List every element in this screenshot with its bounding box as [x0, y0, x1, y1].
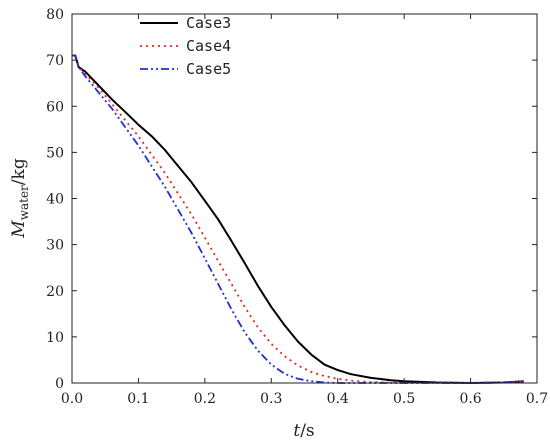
legend-entry-case4: Case4 — [140, 37, 231, 55]
x-tick-label: 0.5 — [393, 391, 415, 407]
x-tick-label: 0.4 — [327, 391, 349, 407]
legend-entry-case5: Case5 — [140, 60, 231, 78]
series-line-case4 — [72, 54, 524, 384]
y-tick-label: 70 — [46, 53, 64, 69]
x-tick-label: 0.7 — [526, 391, 548, 407]
x-tick-label: 0.2 — [194, 391, 216, 407]
y-tick-label: 80 — [46, 7, 64, 23]
x-axis-unit: /s — [300, 421, 314, 441]
legend-label-case5: Case5 — [186, 60, 231, 78]
y-tick-label: 60 — [46, 99, 64, 115]
legend-label-case4: Case4 — [186, 37, 231, 55]
x-tick-label: 0.3 — [260, 391, 282, 407]
chart-legend: Case3 Case4 Case5 — [140, 14, 231, 78]
x-axis-variable: t — [293, 421, 300, 441]
plot-area — [72, 54, 524, 384]
y-axis-unit: /kg — [9, 158, 29, 185]
legend-label-case3: Case3 — [186, 14, 231, 32]
y-axis-label: Mwater/kg — [9, 158, 31, 239]
y-tick-label: 20 — [46, 284, 64, 300]
x-axis-label: t/s — [293, 421, 314, 441]
axis-ticks: 0.0 0.1 0.2 0.3 0.4 0.5 0.6 0.7 0 10 20 30 40 50 60 70 8… — [46, 7, 548, 407]
legend-entry-case3: Case3 — [140, 14, 231, 32]
x-tick-label: 0.1 — [127, 391, 149, 407]
x-tick-label: 0.6 — [459, 391, 481, 407]
y-tick-label: 10 — [46, 330, 64, 346]
series-line-case5 — [72, 54, 524, 384]
y-axis-subscript: water — [17, 185, 31, 220]
y-tick-label: 40 — [46, 192, 64, 208]
y-axis-variable: M — [9, 220, 29, 239]
x-tick-label: 0.0 — [61, 391, 83, 407]
series-line-case3 — [72, 54, 524, 384]
y-tick-label: 30 — [46, 238, 64, 254]
y-tick-label: 50 — [46, 145, 64, 161]
y-tick-label: 0 — [55, 376, 64, 392]
